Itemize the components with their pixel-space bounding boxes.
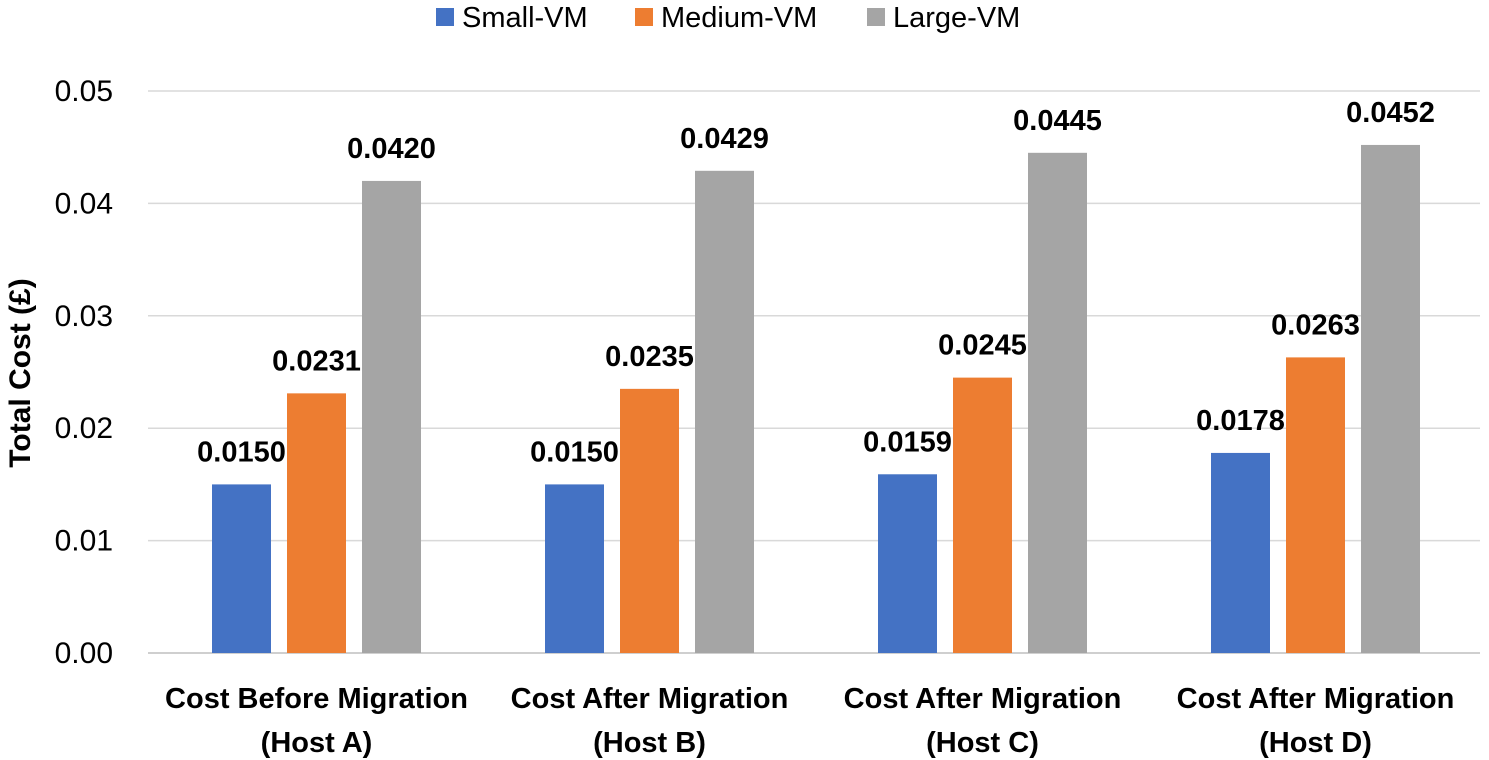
x-category-label-line: (Host C) [926,727,1039,759]
y-tick-label: 0.02 [55,412,113,445]
legend-label-small-vm: Small-VM [462,2,588,34]
legend-swatch-large-vm [867,8,885,26]
bar-medium-vm-3 [953,377,1012,653]
data-label: 0.0150 [197,436,286,468]
x-category-label-line: Cost After Migration [844,683,1122,715]
bar-large-vm-3 [1028,152,1087,653]
bar-large-vm-2 [695,170,754,653]
x-category-label-line: Cost After Migration [1177,683,1455,715]
y-tick-label: 0.05 [55,75,113,108]
bar-small-vm-1 [212,484,271,653]
x-category-label-line: Cost After Migration [511,683,789,715]
bar-small-vm-3 [878,474,937,653]
legend: Small-VM Medium-VM Large-VM [436,2,1020,34]
y-tick-label: 0.04 [55,187,113,220]
data-label: 0.0263 [1271,309,1360,341]
x-category-label-line: (Host A) [261,727,373,759]
bar-small-vm-4 [1211,452,1270,653]
x-category-label: Cost After Migration (Host B) [511,683,789,759]
data-label: 0.0150 [530,436,619,468]
x-category-label: Cost After Migration (Host D) [1177,683,1455,759]
legend-label-medium-vm: Medium-VM [661,2,817,34]
data-label: 0.0178 [1196,405,1285,437]
data-label: 0.0159 [863,426,952,458]
data-label: 0.0231 [272,345,361,377]
x-category-label-line: Cost Before Migration [165,683,468,715]
bar-medium-vm-1 [287,393,346,653]
bars [212,144,1420,654]
data-label: 0.0452 [1346,97,1435,129]
x-category-label: Cost After Migration (Host C) [844,683,1122,759]
y-tick-label: 0.01 [55,525,113,558]
x-axis-labels: Cost Before Migration (Host A) Cost After … [165,683,1454,759]
bar-medium-vm-2 [620,388,679,653]
data-labels: 0.0150 0.0231 0.0420 0.0150 0.0235 0.0429 0.01… [197,97,1435,468]
data-label: 0.0429 [680,123,769,155]
y-axis-title: Total Cost (£) [4,278,37,467]
data-label: 0.0445 [1013,105,1102,137]
bar-large-vm-1 [362,180,421,654]
bar-medium-vm-4 [1286,357,1345,653]
legend-swatch-medium-vm [635,8,653,26]
y-tick-label: 0.00 [55,637,113,670]
data-label: 0.0245 [938,330,1027,362]
legend-swatch-small-vm [436,8,454,26]
x-category-label-line: (Host B) [593,727,706,759]
legend-label-large-vm: Large-VM [893,2,1020,34]
x-category-label-line: (Host D) [1259,727,1372,759]
data-label: 0.0235 [605,341,694,373]
x-category-label: Cost Before Migration (Host A) [165,683,468,759]
data-label: 0.0420 [347,133,436,165]
bar-large-vm-4 [1361,144,1420,653]
y-tick-label: 0.03 [55,300,113,333]
bar-small-vm-2 [545,484,604,653]
y-axis-ticks: 0.00 0.01 0.02 0.03 0.04 0.05 [55,75,113,670]
